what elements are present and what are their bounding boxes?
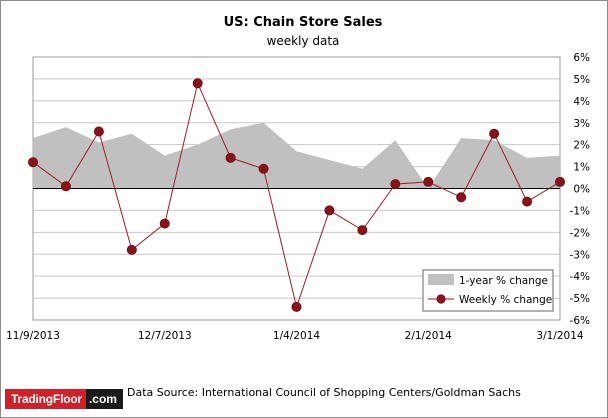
y-tick-label: 6% <box>573 52 590 64</box>
weekly-point <box>60 181 71 192</box>
y-tick-label: 5% <box>573 74 590 86</box>
x-tick-label: 2/1/2014 <box>405 330 452 342</box>
chart-title: US: Chain Store Sales <box>224 15 383 30</box>
y-tick-label: 1% <box>573 162 590 174</box>
logo-part-1: TradingFloor <box>5 389 86 409</box>
plot-area: 6% 5% 4% 3% 2% 1% 0% -1% -2% -3% -4% -5% -6% 11/9/201… <box>6 52 590 342</box>
data-source: Data Source: International Council of Sh… <box>127 386 521 399</box>
chart-subtitle: weekly data <box>267 34 340 48</box>
legend-marker-swatch <box>436 294 446 304</box>
weekly-point <box>258 163 269 174</box>
y-tick-label: 0% <box>573 184 590 196</box>
weekly-point <box>489 128 500 139</box>
tradingfloor-logo: TradingFloor .com <box>5 389 123 409</box>
y-tick-label: -2% <box>570 227 590 239</box>
legend-label-1-year: 1-year % change <box>459 275 548 287</box>
y-tick-label: 2% <box>573 140 590 152</box>
weekly-point <box>456 192 467 203</box>
weekly-point <box>27 157 38 168</box>
weekly-point <box>126 244 137 255</box>
area-1-year-change <box>33 122 560 189</box>
x-tick-label: 1/4/2014 <box>273 330 320 342</box>
weekly-point <box>291 301 302 312</box>
logo-part-2: .com <box>85 389 123 409</box>
weekly-point <box>522 196 533 207</box>
legend-label-weekly: Weekly % change <box>459 294 552 306</box>
weekly-point <box>555 176 566 187</box>
y-tick-label: 4% <box>573 96 590 108</box>
y-tick-label: -1% <box>570 205 590 217</box>
weekly-point <box>225 152 236 163</box>
weekly-point <box>423 176 434 187</box>
y-tick-label: 3% <box>573 118 590 130</box>
legend-area-swatch <box>428 274 454 285</box>
x-tick-label: 3/1/2014 <box>536 330 583 342</box>
y-tick-label: -3% <box>570 249 590 261</box>
y-tick-label: -6% <box>570 315 590 327</box>
weekly-point <box>192 78 203 89</box>
y-tick-label: -5% <box>570 293 590 305</box>
weekly-point <box>324 205 335 216</box>
weekly-point <box>357 225 368 236</box>
weekly-point <box>93 126 104 137</box>
weekly-point <box>390 179 401 190</box>
weekly-point <box>159 218 170 229</box>
x-tick-label: 12/7/2013 <box>138 330 192 342</box>
x-tick-label: 11/9/2013 <box>6 330 60 342</box>
y-tick-label: -4% <box>570 271 590 283</box>
